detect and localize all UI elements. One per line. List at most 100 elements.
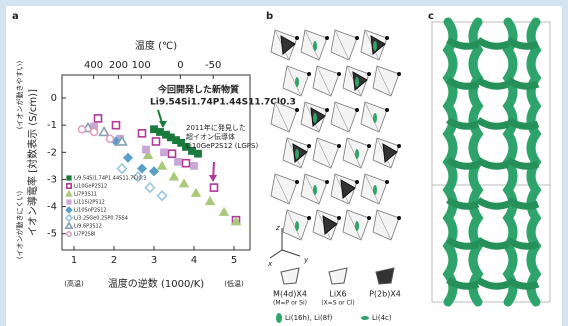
atom [337,216,341,220]
atom [295,180,299,184]
legend-label: M(4d)X4 [273,290,307,299]
li-site [373,41,377,51]
atom [355,36,359,40]
panel-label: a [12,11,19,22]
atom [337,72,341,76]
atom [295,108,299,112]
y-tick-label: 0 [51,93,57,104]
data-point [113,122,120,129]
atom [307,216,311,220]
y-tick-label: -5 [47,229,57,240]
x2-tick-label: -50 [205,60,221,71]
marker [67,232,71,236]
legend-label: Li9.54Si1.74P1.44S11.7Cl0.3 [74,176,146,182]
data-point [195,150,202,157]
atom [397,216,401,220]
x2-axis-title: 温度 (℃) [135,39,177,52]
y-tick-label: -3 [47,174,57,185]
y-axis-title: イオン導電率 [対数表示 (S/cm)] [26,89,39,236]
annotation: 2011年に発見した [186,123,246,132]
li-site [355,221,359,231]
legend-label: Li7P2S8I [74,232,95,238]
x-tick-label: 1 [71,255,77,266]
x-tick-label: 4 [191,255,197,266]
legend-label: Li11Si2PS12 [74,200,105,206]
y-tick-label: -2 [47,147,57,158]
y-tick-label: -1 [47,120,57,131]
legend-label: Li7P3S11 [74,192,97,198]
x-tick-label: 3 [151,255,157,266]
atom [385,180,389,184]
data-point [169,150,176,157]
atom [325,108,329,112]
atom [355,180,359,184]
axis-label: y [303,256,309,264]
atom [397,72,401,76]
data-point [211,184,218,191]
annotation: 超イオン伝導体 [186,132,235,141]
x2-tick-label: 100 [132,60,151,71]
data-point [107,135,114,142]
atom [325,180,329,184]
data-point [191,162,198,169]
li-site [355,149,359,159]
li-site [313,113,317,123]
site-label: Li(4c) [372,314,392,322]
li-site [313,185,317,195]
legend-label: Li10SnP2S12 [74,208,107,214]
data-point [143,146,150,153]
li-site [355,77,359,87]
data-point [79,126,86,133]
legend-label: Li9.6P3S12 [74,224,102,230]
marker [67,200,71,204]
site-icon [361,316,369,320]
axis-label: z [275,224,280,232]
panel-label: c [428,11,434,22]
atom [355,108,359,112]
legend-label: Li10GeP2S12 [74,184,107,190]
x-note: (高温) [64,279,84,288]
annotation: 今回開発した新物質 [157,84,239,96]
atom [325,36,329,40]
marker [67,176,71,180]
legend-label: Li3.25Ge0.25P0.75S4 [74,216,128,222]
x-axis-title: 温度の逆数 (1000/K) [108,277,204,290]
data-point [161,149,168,156]
atom [367,144,371,148]
li-site [373,185,377,195]
axis-label: x [267,260,273,268]
panel-label: b [266,11,273,22]
x2-tick-label: 200 [109,60,128,71]
atom [367,216,371,220]
site-label: Li(16h), Li(8f) [285,314,333,322]
atom [307,72,311,76]
li-site [313,41,317,51]
legend-label: P(2b)X4 [369,290,401,299]
y-tick-label: -4 [47,202,57,213]
atom [385,36,389,40]
atom [385,108,389,112]
data-point [139,130,146,137]
x-tick-label: 2 [111,255,117,266]
annotation: Li10GeP2S12 (LGPS) [186,142,258,150]
x-tick-label: 5 [231,255,237,266]
li-site [373,113,377,123]
atom [295,36,299,40]
y-note: (イオンが動きやすい) [15,61,24,130]
y-note: (イオンが動きにくい) [15,191,24,260]
data-point [175,158,182,165]
legend-label: LiX6 [329,290,346,299]
data-point [153,138,160,145]
atom [307,144,311,148]
figure: a b c 1 2 3 4 5 0 -1 -2 -3 -4 -5 400 200 100 0 -50 温度 (℃… [0,0,568,326]
site-icon [276,313,282,323]
legend-label: (X=S or Cl) [321,300,354,307]
atom [397,144,401,148]
li-site [295,149,299,159]
atom [367,72,371,76]
x2-tick-label: 400 [84,60,103,71]
x2-tick-label: 0 [177,60,183,71]
x-note: (低温) [224,279,244,288]
marker [67,184,71,188]
data-point [95,115,102,122]
